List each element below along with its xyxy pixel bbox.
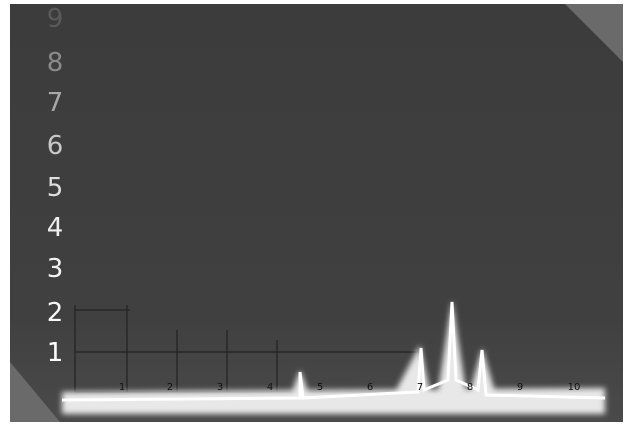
horizontal-scale-label: 9 <box>517 382 523 393</box>
vertical-scale-label: 8 <box>47 48 64 78</box>
horizontal-scale-label: 8 <box>467 382 473 393</box>
vertical-scale-label: 4 <box>47 213 64 243</box>
horizontal-scale-label: 7 <box>417 382 423 393</box>
vertical-scale-label: 2 <box>47 298 64 328</box>
vertical-scale-label: 1 <box>47 338 64 368</box>
horizontal-scale-label: 3 <box>217 382 223 393</box>
screen <box>10 4 623 422</box>
horizontal-scale-label: 2 <box>167 382 173 393</box>
vertical-scale-label: 5 <box>47 173 64 203</box>
vertical-scale-label: 3 <box>47 254 64 284</box>
vertical-scale-label: 6 <box>47 131 64 161</box>
oscilloscope-photo: 9 8 7 6 5 4 3 2 1 1 2 3 4 5 6 7 8 9 10 <box>0 0 634 432</box>
horizontal-scale-label: 1 <box>119 382 125 393</box>
vertical-scale-label: 9 <box>47 4 64 34</box>
horizontal-scale-label: 10 <box>568 382 581 393</box>
horizontal-scale-label: 6 <box>367 382 373 393</box>
horizontal-scale-label: 5 <box>317 382 323 393</box>
horizontal-scale-label: 4 <box>267 382 273 393</box>
vertical-scale-label: 7 <box>47 88 64 118</box>
